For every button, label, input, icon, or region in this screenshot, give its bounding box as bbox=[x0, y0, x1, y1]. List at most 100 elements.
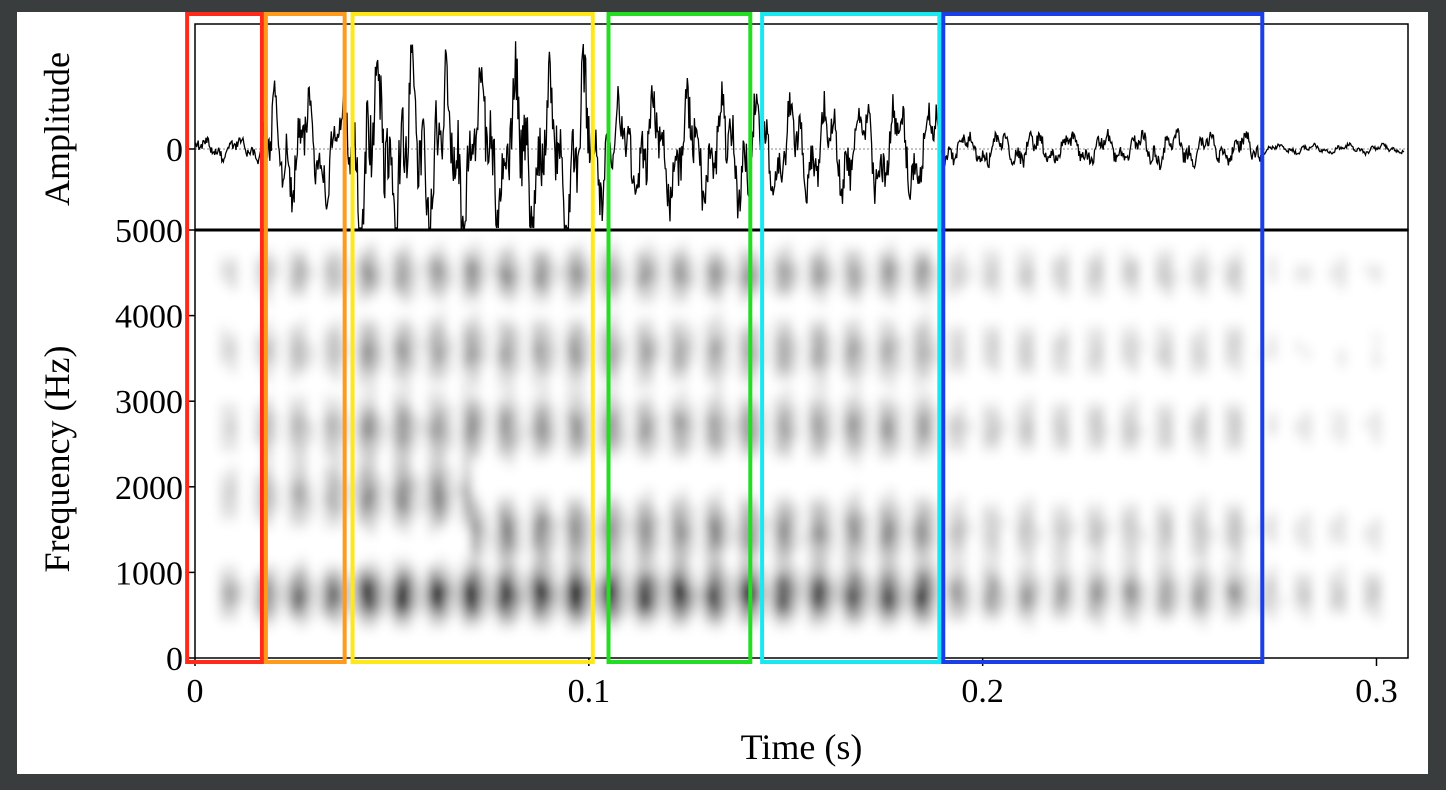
spectrogram-cell bbox=[600, 550, 611, 559]
spectrogram-cell bbox=[574, 326, 585, 336]
spectrogram-cell bbox=[1085, 426, 1096, 436]
spectrogram-cell bbox=[644, 588, 654, 598]
spectrogram-cell bbox=[609, 496, 619, 505]
spectrogram-cell bbox=[436, 434, 446, 444]
spectrogram-cell bbox=[583, 534, 593, 544]
spectrogram-cell bbox=[1233, 611, 1243, 621]
spectrogram-cell bbox=[444, 581, 455, 590]
spectrogram-cell bbox=[1094, 588, 1105, 598]
spectrogram-cell bbox=[332, 596, 342, 606]
spectrogram-cell bbox=[566, 604, 576, 613]
spectrogram-cell bbox=[531, 450, 541, 459]
spectrogram-cell bbox=[886, 588, 897, 598]
spectrogram-cell bbox=[739, 272, 749, 282]
spectrogram-cell bbox=[358, 365, 368, 374]
spectrogram-cell bbox=[1267, 519, 1278, 528]
spectrogram-cell bbox=[574, 249, 585, 259]
spectrogram-cell bbox=[713, 557, 723, 567]
spectrogram-cell bbox=[1233, 581, 1243, 590]
spectrogram-cell bbox=[895, 442, 905, 451]
spectrogram-cell bbox=[652, 534, 663, 544]
spectrogram-cell bbox=[1085, 342, 1096, 351]
spectrogram-cell bbox=[912, 411, 923, 421]
spectrogram-cell bbox=[1302, 519, 1313, 528]
spectrogram-cell bbox=[470, 373, 481, 382]
spectrogram-cell bbox=[505, 596, 515, 606]
spectrogram-cell bbox=[1051, 511, 1061, 521]
spectrogram-cell bbox=[271, 411, 282, 421]
spectrogram-cell bbox=[470, 419, 481, 428]
spectrogram-cell bbox=[1302, 411, 1313, 421]
spectrogram-cell bbox=[514, 542, 524, 552]
spectrogram-cell bbox=[514, 349, 524, 359]
spectrogram-cell bbox=[462, 342, 472, 351]
spectrogram-cell bbox=[947, 542, 957, 552]
spectrogram-cell bbox=[773, 342, 784, 351]
spectrogram-cell bbox=[1371, 426, 1382, 436]
spectrogram-cell bbox=[366, 319, 377, 328]
spectrogram-cell bbox=[808, 249, 819, 259]
spectrogram-cell bbox=[721, 542, 732, 552]
spectrogram-cell bbox=[739, 295, 749, 305]
spectrogram-cell bbox=[557, 596, 567, 606]
spectrogram-cell bbox=[1120, 581, 1131, 590]
spectrogram-cell bbox=[254, 434, 264, 444]
spectrogram-cell bbox=[366, 519, 377, 528]
spectrogram-cell bbox=[358, 288, 368, 297]
spectrogram-cell bbox=[609, 527, 619, 536]
spectrogram-cell bbox=[782, 257, 793, 267]
spectrogram-cell bbox=[436, 257, 446, 267]
spectrogram-cell bbox=[687, 565, 697, 575]
spectrogram-cell bbox=[470, 511, 481, 521]
spectrogram-cell bbox=[1163, 442, 1174, 451]
spectrogram-cell bbox=[1163, 527, 1174, 536]
spectrogram-cell bbox=[981, 611, 992, 621]
spectrogram-cell bbox=[496, 380, 507, 390]
spectrogram-cell bbox=[713, 611, 723, 621]
spectrogram-cell bbox=[1025, 550, 1035, 559]
spectrogram-cell bbox=[1163, 334, 1174, 344]
spectrogram-cell bbox=[548, 565, 559, 575]
spectrogram-cell bbox=[505, 565, 515, 575]
spectrogram-cell bbox=[410, 334, 420, 344]
spectrogram-cell bbox=[436, 388, 446, 398]
spectrogram-cell bbox=[1016, 334, 1027, 344]
spectrogram-cell bbox=[1120, 527, 1131, 536]
spectrogram-cell bbox=[817, 357, 827, 367]
spectrogram-cell bbox=[955, 557, 966, 567]
spectrogram-cell bbox=[1337, 411, 1347, 421]
spectrogram-cell bbox=[981, 565, 992, 575]
spectrogram-cell bbox=[496, 619, 507, 629]
spectrogram-cell bbox=[1155, 403, 1165, 413]
spectrogram-cell bbox=[392, 611, 403, 621]
spectrogram-cell bbox=[670, 511, 680, 521]
spectrogram-cell bbox=[323, 265, 334, 274]
spectrogram-cell bbox=[1233, 357, 1243, 367]
spectrogram-cell bbox=[1163, 434, 1174, 444]
spectrogram-cell bbox=[843, 550, 853, 559]
spectrogram-cell bbox=[773, 519, 784, 528]
spectrogram-cell bbox=[843, 265, 853, 274]
spectrogram-cell bbox=[288, 434, 299, 444]
spectrogram-cell bbox=[401, 295, 412, 305]
spectrogram-cell bbox=[254, 611, 264, 621]
spectrogram-cell bbox=[877, 565, 888, 575]
x-tick-label: 0.2 bbox=[961, 673, 1004, 710]
spectrogram-cell bbox=[886, 342, 897, 351]
spectrogram-cell bbox=[678, 426, 689, 436]
spectrogram-cell bbox=[436, 611, 446, 621]
spectrogram-cell bbox=[1059, 534, 1070, 544]
spectrogram-cell bbox=[1051, 419, 1061, 428]
spectrogram-cell bbox=[860, 573, 871, 582]
spectrogram-cell bbox=[955, 573, 966, 582]
spectrogram-cell bbox=[782, 265, 793, 274]
spectrogram-cell bbox=[1120, 257, 1131, 267]
spectrogram-cell bbox=[288, 373, 299, 382]
spectrogram-cell bbox=[696, 596, 706, 606]
spectrogram-cell bbox=[436, 480, 446, 490]
spectrogram-cell bbox=[747, 434, 758, 444]
spectrogram-cell bbox=[1189, 426, 1200, 436]
spectrogram-cell bbox=[531, 619, 541, 629]
spectrogram-cell bbox=[678, 581, 689, 590]
spectrogram-cell bbox=[366, 596, 377, 606]
